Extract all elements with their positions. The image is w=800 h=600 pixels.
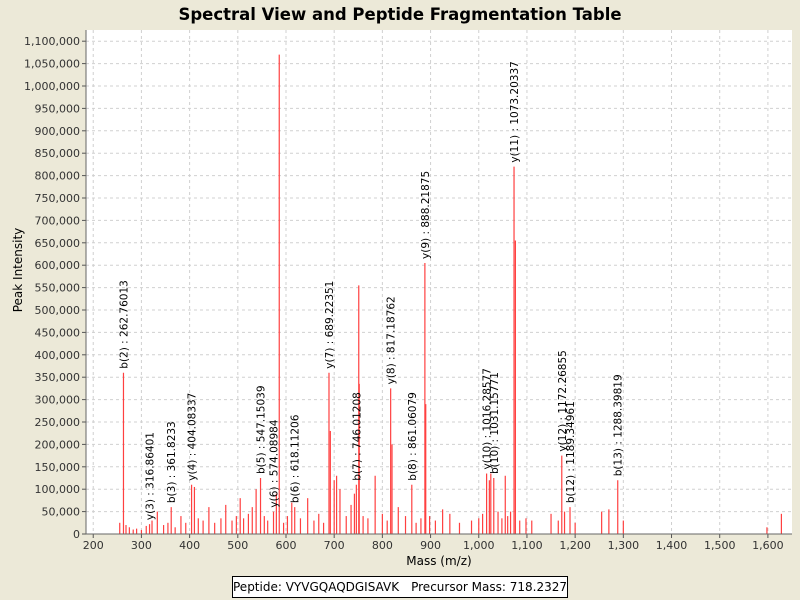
x-tick-label: 700 <box>324 539 345 552</box>
peptide-info-box: Peptide: VYVGQAQDGISAVK Precursor Mass: … <box>232 576 568 598</box>
y-tick-label: 900,000 <box>35 125 81 138</box>
spectrum-chart: Spectral View and Peptide Fragmentation … <box>11 5 792 568</box>
y-tick-label: 200,000 <box>35 438 81 451</box>
y-tick-label: 500,000 <box>35 304 81 317</box>
ion-label: y(4) : 404.08337 <box>187 393 199 481</box>
x-tick-label: 400 <box>179 539 200 552</box>
x-tick-label: 1,600 <box>752 539 784 552</box>
y-tick-label: 950,000 <box>35 102 81 115</box>
y-tick-label: 400,000 <box>35 349 81 362</box>
x-tick-label: 800 <box>372 539 393 552</box>
y-tick-label: 350,000 <box>35 371 81 384</box>
y-tick-label: 450,000 <box>35 326 81 339</box>
ion-label: y(10) : 1016.28577 <box>482 368 494 469</box>
y-tick-label: 100,000 <box>35 483 81 496</box>
y-tick-label: 750,000 <box>35 192 81 205</box>
y-tick-label: 800,000 <box>35 170 81 183</box>
chart-title: Spectral View and Peptide Fragmentation … <box>178 5 621 24</box>
y-tick-label: 150,000 <box>35 461 81 474</box>
x-tick-label: 1,500 <box>704 539 736 552</box>
y-tick-label: 1,000,000 <box>24 80 80 93</box>
ion-label: b(13) : 1288.39819 <box>613 374 625 476</box>
x-tick-label: 300 <box>131 539 152 552</box>
ion-label: b(7) : 746.01208 <box>351 392 363 481</box>
ion-label: y(12) : 1172.26855 <box>557 350 569 451</box>
x-tick-label: 600 <box>275 539 296 552</box>
plot-area <box>86 30 792 534</box>
y-tick-label: 1,100,000 <box>24 35 80 48</box>
y-tick-label: 550,000 <box>35 282 81 295</box>
ion-label: y(6) : 574.08984 <box>269 419 281 507</box>
x-tick-label: 1,300 <box>608 539 640 552</box>
ion-label: b(2) : 262.76013 <box>118 280 130 369</box>
ion-label: b(10) : 1031.15771 <box>489 372 501 474</box>
y-tick-label: 0 <box>73 528 80 541</box>
ion-label: b(8) : 861.06079 <box>407 392 419 481</box>
y-tick-label: 300,000 <box>35 394 81 407</box>
ion-label: b(12) : 1189.34961 <box>565 401 577 503</box>
x-tick-label: 500 <box>227 539 248 552</box>
grid-lines <box>86 30 792 535</box>
x-axis-label: Mass (m/z) <box>406 554 471 568</box>
ion-label: y(9) : 888.21875 <box>420 171 432 259</box>
ion-label: y(3) : 316.86401 <box>145 432 157 520</box>
axes: 0 50,000 100,000 150,000 200,000 250,000 300,0… <box>24 30 792 552</box>
ion-label: b(3) : 361.8233 <box>166 421 178 503</box>
x-tick-label: 1,200 <box>559 539 591 552</box>
precursor-mass-text: Precursor Mass: 718.2327 <box>411 580 567 594</box>
ion-label: y(7) : 689.22351 <box>324 281 336 369</box>
y-tick-label: 700,000 <box>35 214 81 227</box>
ion-label: y(11) : 1073.20337 <box>509 61 521 162</box>
ion-label: b(5) : 547.15039 <box>256 385 268 474</box>
y-tick-label: 50,000 <box>42 506 81 519</box>
x-tick-label: 900 <box>420 539 441 552</box>
y-tick-label: 250,000 <box>35 416 81 429</box>
y-tick-label: 850,000 <box>35 147 81 160</box>
x-tick-label: 1,100 <box>511 539 543 552</box>
y-tick-label: 650,000 <box>35 237 81 250</box>
y-axis-label: Peak Intensity <box>11 228 25 313</box>
ion-label: b(6) : 618.11206 <box>290 414 302 503</box>
ion-labels: b(2) : 262.76013 y(3) : 316.86401 b(3) : 3… <box>118 61 624 520</box>
y-tick-label: 600,000 <box>35 259 81 272</box>
peak-series <box>119 54 782 534</box>
x-tick-label: 1,000 <box>463 539 495 552</box>
peptide-text: Peptide: VYVGQAQDGISAVK <box>233 580 400 594</box>
x-tick-label: 200 <box>83 539 104 552</box>
ion-label: y(8) : 817.18762 <box>386 296 398 384</box>
y-tick-label: 1,050,000 <box>24 58 80 71</box>
x-tick-label: 1,400 <box>656 539 688 552</box>
